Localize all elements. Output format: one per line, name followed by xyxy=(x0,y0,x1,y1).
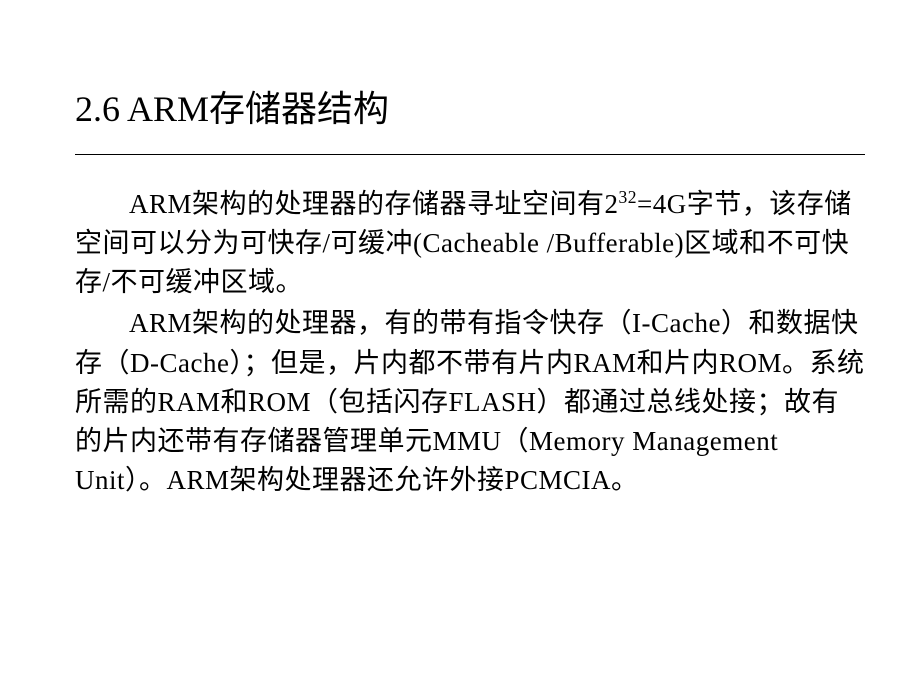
paragraph-2: ARM架构的处理器，有的带有指令快存（I-Cache）和数据快存（D-Cache… xyxy=(75,304,865,500)
p1-text-before: ARM架构的处理器的存储器寻址空间有2 xyxy=(129,189,619,219)
p1-superscript: 32 xyxy=(619,187,638,207)
section-title: 2.6 ARM存储器结构 xyxy=(75,80,865,132)
title-divider xyxy=(75,154,865,155)
paragraph-1: ARM架构的处理器的存储器寻址空间有232=4G字节，该存储空间可以分为可快存/… xyxy=(75,185,865,302)
